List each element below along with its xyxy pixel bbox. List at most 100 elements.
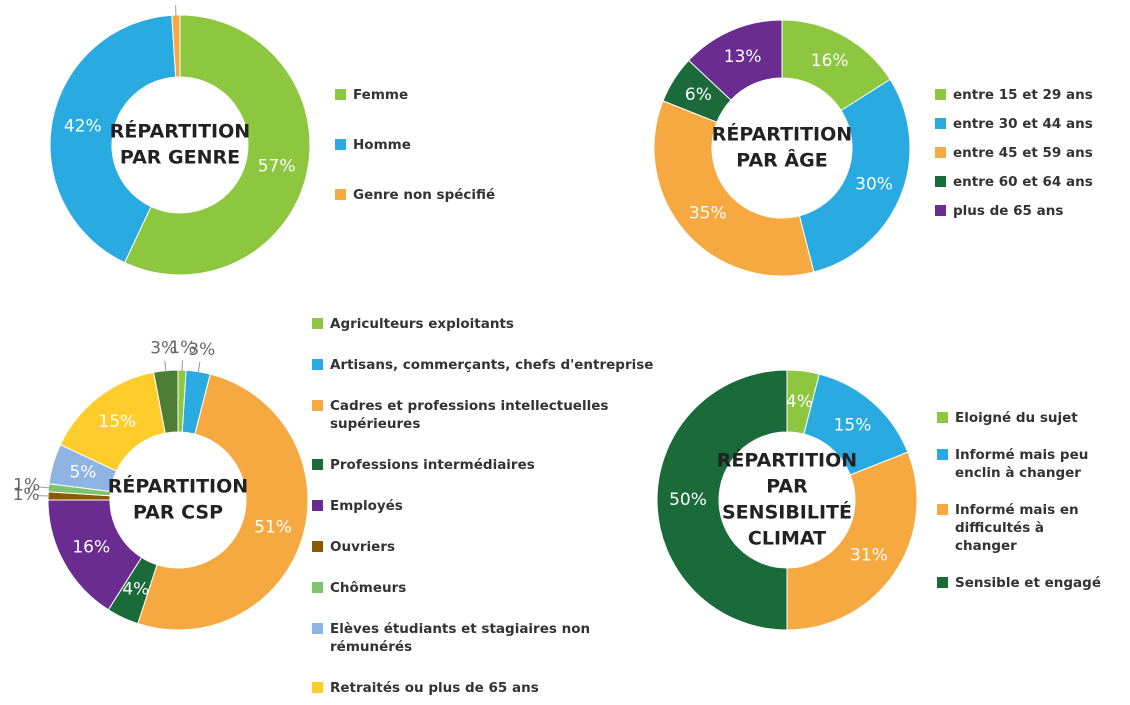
- center-title: PAR ÂGE: [736, 149, 827, 172]
- leader-line: [164, 360, 167, 373]
- center-title: RÉPARTITION: [108, 475, 248, 498]
- legend-swatch: [935, 176, 946, 187]
- legend-label: plus de 65 ans: [953, 203, 1064, 219]
- leader-line: [197, 361, 201, 374]
- donut-chart: 16% 30% 35% 6% 13% RÉPARTITION PAR ÂGE: [653, 19, 911, 277]
- value-label: 1%: [169, 338, 196, 358]
- legend-label: entre 45 et 59 ans: [953, 145, 1093, 161]
- legend-swatch: [312, 623, 323, 634]
- legend-label: Professions intermédiaires: [330, 457, 535, 473]
- legend-swatch: [312, 582, 323, 593]
- leader-line: [38, 486, 51, 489]
- legend-item: Femme: [335, 86, 555, 104]
- legend-item: entre 30 et 44 ans: [935, 115, 1125, 133]
- legend-label: Elèves étudiants et stagiaires non rémun…: [330, 621, 591, 655]
- legend-label: Eloigné du sujet: [955, 410, 1078, 426]
- value-label: 30%: [855, 174, 893, 194]
- legend-item: entre 15 et 29 ans: [935, 86, 1125, 104]
- value-label: 13%: [724, 47, 762, 67]
- value-label: 5%: [69, 462, 96, 482]
- legend-swatch: [335, 89, 346, 100]
- legend-item: Artisans, commerçants, chefs d'entrepris…: [312, 356, 672, 374]
- legend-label: Cadres et professions intellectuelles su…: [330, 398, 609, 432]
- value-label: 3%: [188, 340, 215, 360]
- value-label: 35%: [689, 203, 727, 223]
- slice: [687, 19, 783, 101]
- legend-item: Informé mais peu enclin à changer: [937, 446, 1102, 482]
- legend-swatch: [937, 412, 948, 423]
- center-title: RÉPARTITION: [717, 449, 857, 472]
- slice: [153, 369, 179, 434]
- legend-item: plus de 65 ans: [935, 202, 1125, 220]
- value-label: 6%: [685, 85, 712, 105]
- legend-label: Chômeurs: [330, 580, 407, 596]
- center-title: PAR CSP: [133, 502, 223, 524]
- slice: [137, 373, 309, 631]
- legend-label: entre 15 et 29 ans: [953, 87, 1093, 103]
- legend-swatch: [935, 118, 946, 129]
- value-label: 1%: [162, 0, 189, 3]
- legend-item: Employés: [312, 497, 672, 515]
- legend-swatch: [312, 400, 323, 411]
- legend-item: Elèves étudiants et stagiaires non rémun…: [312, 620, 672, 656]
- legend-swatch: [312, 459, 323, 470]
- value-label: 50%: [669, 490, 707, 510]
- legend: Femme Homme Genre non spécifié: [335, 86, 555, 204]
- legend: Eloigné du sujet Informé mais peu enclin …: [937, 409, 1102, 592]
- legend-item: Homme: [335, 136, 555, 154]
- donut-chart: 57% 42% 1% RÉPARTITION PAR GENRE: [49, 0, 311, 276]
- legend-label: Artisans, commerçants, chefs d'entrepris…: [330, 357, 654, 373]
- slice: [123, 14, 311, 276]
- slice: [786, 451, 918, 631]
- slice: [653, 100, 815, 277]
- legend-label: Employés: [330, 498, 403, 514]
- legend-item: Eloigné du sujet: [937, 409, 1102, 427]
- legend-swatch: [935, 89, 946, 100]
- value-label: 31%: [850, 546, 888, 566]
- legend-label: entre 60 et 64 ans: [953, 174, 1093, 190]
- slice: [49, 14, 177, 264]
- legend-item: Informé mais en difficultés à changer: [937, 501, 1102, 555]
- value-label: 1%: [13, 476, 40, 496]
- legend-swatch: [312, 359, 323, 370]
- legend-label: Informé mais peu enclin à changer: [955, 447, 1089, 481]
- value-label: 51%: [254, 518, 292, 538]
- legend-label: Homme: [353, 137, 411, 153]
- legend-label: entre 30 et 44 ans: [953, 116, 1093, 132]
- legend: Agriculteurs exploitants Artisans, commer…: [312, 315, 672, 705]
- legend-label: Genre non spécifié: [353, 187, 496, 203]
- legend-item: entre 60 et 64 ans: [935, 173, 1125, 191]
- legend-item: entre 45 et 59 ans: [935, 144, 1125, 162]
- slice: [171, 14, 181, 78]
- value-label: 16%: [811, 51, 849, 71]
- legend-label: Informé mais en difficultés à changer: [955, 502, 1079, 554]
- donut-chart: 4% 15% 31% 50% RÉPARTITION PAR SENSIBILITÉ CLIM…: [656, 369, 918, 631]
- center-title: SENSIBILITÉ: [722, 501, 852, 524]
- legend-item: Professions intermédiaires: [312, 456, 672, 474]
- value-label: 15%: [98, 412, 136, 432]
- legend-item: Ouvriers: [312, 538, 672, 556]
- legend-item: Agriculteurs exploitants: [312, 315, 672, 333]
- legend-swatch: [335, 189, 346, 200]
- legend-label: Retraités ou plus de 65 ans: [330, 680, 539, 696]
- value-label: 16%: [72, 538, 110, 558]
- legend-item: Retraités ou plus de 65 ans: [312, 679, 672, 697]
- value-label: 4%: [786, 392, 813, 412]
- legend-swatch: [935, 147, 946, 158]
- value-label: 15%: [834, 416, 872, 436]
- value-label: 3%: [150, 339, 177, 359]
- legend-item: Genre non spécifié: [335, 186, 555, 204]
- center-title: PAR GENRE: [120, 147, 240, 169]
- center-title: RÉPARTITION: [712, 123, 852, 146]
- legend-swatch: [935, 205, 946, 216]
- value-label: 57%: [258, 157, 296, 177]
- legend-label: Femme: [353, 87, 409, 103]
- legend-swatch: [312, 318, 323, 329]
- legend-item: Cadres et professions intellectuelles su…: [312, 397, 672, 433]
- legend-item: Chômeurs: [312, 579, 672, 597]
- slice: [656, 369, 788, 631]
- legend: entre 15 et 29 ans entre 30 et 44 ans entr…: [935, 86, 1125, 220]
